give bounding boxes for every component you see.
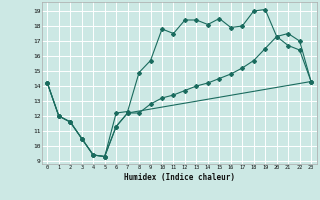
X-axis label: Humidex (Indice chaleur): Humidex (Indice chaleur) [124, 173, 235, 182]
